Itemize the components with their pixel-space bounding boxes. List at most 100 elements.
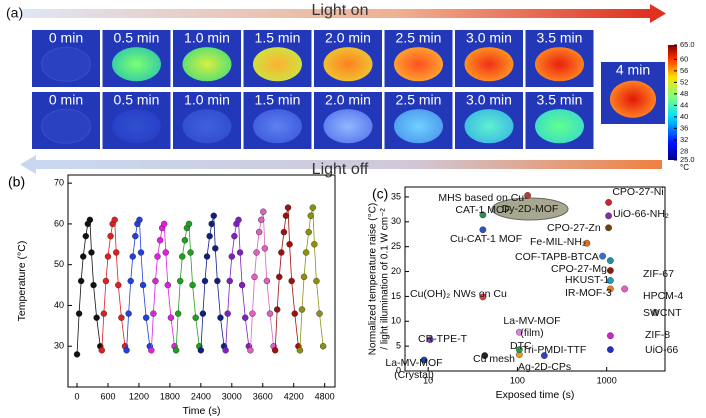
data-point: [278, 249, 285, 256]
data-point: [214, 277, 221, 285]
data-point: [217, 314, 224, 321]
point-label: UiO-66-NH₂: [613, 208, 669, 220]
point-label: Cu mesh: [473, 353, 516, 365]
data-point: [162, 249, 169, 256]
x-tick-label: 1800: [160, 391, 180, 401]
point-label: DTC: [510, 340, 532, 352]
data-point: [311, 241, 318, 248]
data-point: [98, 347, 105, 354]
highlight: [491, 197, 569, 221]
x-tick-label: 600: [100, 391, 115, 401]
y-tick-label: 70: [54, 178, 64, 188]
data-point: [174, 310, 182, 317]
data-point: [73, 351, 81, 358]
data-point: [479, 211, 487, 219]
series-line: [101, 218, 126, 351]
data-point: [606, 277, 614, 284]
x-axis-title: Time (s): [182, 405, 220, 417]
data-point: [164, 281, 172, 289]
panel-label: (a): [6, 5, 23, 21]
data-point: [309, 204, 317, 211]
data-point: [605, 212, 612, 220]
data-point: [80, 253, 87, 260]
x-axis-title: Exposed time (s): [496, 389, 575, 401]
light-on-arrow: [22, 9, 650, 18]
hot-spot: [323, 47, 373, 82]
time-label: 0.5 min: [114, 30, 160, 46]
data-point: [113, 249, 120, 256]
light-on-label: Light on: [312, 2, 369, 19]
time-label: 1.5 min: [255, 30, 301, 46]
data-point: [77, 277, 85, 285]
point-label: Ag-2D-CPs: [518, 361, 572, 373]
point-label: SWCNT: [643, 307, 682, 319]
panel-label: (c): [372, 186, 388, 202]
data-point: [136, 216, 143, 224]
data-point: [185, 220, 193, 228]
data-point: [266, 310, 274, 317]
data-point: [280, 228, 288, 236]
time-label: 0 min: [49, 92, 83, 108]
y-tick-label: 0: [396, 365, 401, 375]
hot-spot: [464, 109, 514, 144]
data-point: [479, 293, 487, 301]
series-line: [175, 222, 200, 351]
data-point: [236, 249, 244, 256]
data-point: [288, 277, 295, 285]
point-label: CPO-27-Mg: [551, 263, 608, 275]
point-label: COF-TAPB-BTCA: [515, 251, 599, 263]
data-point: [247, 347, 254, 354]
data-point: [137, 249, 145, 256]
series-line: [225, 218, 250, 351]
point-label: ZIF-67: [643, 268, 674, 280]
time-label: 2.0 min: [325, 92, 371, 108]
data-point: [286, 241, 293, 248]
colorbar: [668, 45, 677, 160]
data-point: [107, 232, 114, 240]
data-point: [251, 273, 258, 281]
colorbar-tick-label: 60: [680, 54, 688, 63]
arrow-head: [650, 4, 666, 23]
time-label: 2.5 min: [396, 30, 442, 46]
y-tick-label: 20: [391, 266, 401, 276]
data-point: [75, 310, 83, 317]
colorbar-tick-label: 36: [680, 123, 688, 132]
hot-spot: [112, 109, 161, 144]
data-point: [274, 306, 281, 313]
data-point: [197, 347, 205, 354]
data-point: [93, 314, 100, 321]
hot-spot: [394, 47, 443, 82]
data-point: [100, 310, 108, 317]
data-point: [260, 208, 267, 215]
colorbar-tick-label: 56: [680, 66, 688, 75]
data-point: [148, 347, 155, 354]
hot-spot: [535, 109, 584, 144]
data-point: [284, 204, 292, 211]
data-point: [605, 199, 612, 206]
hot-spot: [253, 109, 302, 144]
data-point: [142, 314, 150, 321]
hot-spot: [394, 109, 443, 144]
time-label: 0.5 min: [114, 92, 160, 108]
data-point: [253, 249, 260, 256]
light-off-arrow: [36, 160, 662, 169]
data-point: [651, 308, 659, 316]
data-point: [212, 245, 219, 252]
point-label: UiO-66: [645, 344, 679, 356]
y-tick-label: 60: [54, 218, 64, 228]
point-label: MHS based on Cu-CAT-1 MOF: [438, 192, 528, 216]
data-point: [127, 277, 134, 285]
data-point: [192, 314, 199, 321]
point-label: ZIF-8: [645, 329, 671, 341]
colorbar-tick-label: 44: [680, 100, 688, 109]
y-axis-title-2: / light illumination of 0.1 W cm⁻²: [380, 208, 391, 350]
data-point: [255, 228, 263, 236]
time-label: 1.5 min: [255, 92, 301, 108]
colorbar-tick-label: 32: [680, 135, 688, 144]
data-point: [282, 212, 290, 219]
y-tick-label: 15: [391, 291, 401, 301]
data-point: [305, 228, 312, 236]
hot-spot: [253, 47, 302, 82]
data-point: [271, 347, 279, 354]
